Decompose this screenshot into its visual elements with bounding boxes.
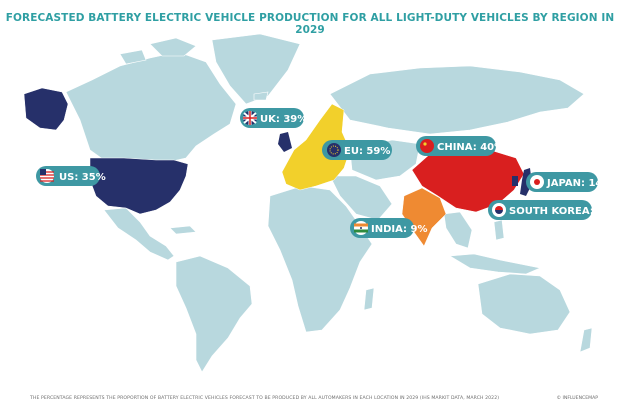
russia bbox=[329, 65, 585, 135]
label-pill bbox=[322, 140, 392, 160]
new-zealand bbox=[579, 327, 593, 353]
label-us: US: 35% bbox=[36, 166, 106, 186]
japan-flag-icon bbox=[530, 175, 544, 189]
us-mainland bbox=[89, 157, 189, 215]
southeast-asia bbox=[443, 211, 473, 249]
label-india: INDIA: 9% bbox=[350, 218, 428, 238]
cuba bbox=[169, 225, 197, 235]
africa bbox=[267, 185, 373, 333]
philippines bbox=[493, 219, 505, 241]
us-flag-icon bbox=[40, 169, 54, 183]
china-flag-icon bbox=[420, 139, 434, 153]
alaska bbox=[23, 87, 69, 131]
label-text: INDIA: 9% bbox=[371, 224, 428, 235]
uk-region bbox=[278, 132, 292, 152]
label-pill bbox=[350, 218, 414, 238]
label-text: UK: 39% bbox=[260, 114, 307, 125]
indonesia bbox=[449, 253, 542, 275]
label-pill bbox=[416, 136, 496, 156]
label-text: US: 35% bbox=[59, 172, 106, 183]
madagascar bbox=[363, 287, 375, 311]
footnote: THE PERCENTAGE REPRESENTS THE PROPORTION… bbox=[30, 396, 500, 401]
label-text: JAPAN: 14% bbox=[546, 178, 612, 189]
mexico bbox=[103, 207, 175, 261]
uk-flag-icon bbox=[243, 111, 257, 125]
label-pill bbox=[526, 172, 598, 192]
label-south-korea: SOUTH KOREA: 37% bbox=[488, 200, 620, 220]
middle-east bbox=[329, 175, 393, 221]
label-text: CHINA: 40% bbox=[437, 142, 504, 153]
map-title: FORECASTED BATTERY ELECTRIC VEHICLE PROD… bbox=[5, 12, 615, 36]
label-pill bbox=[488, 200, 592, 220]
australia bbox=[477, 273, 571, 335]
label-eu: EU: 59% bbox=[322, 140, 392, 160]
label-uk: UK: 39% bbox=[240, 108, 307, 128]
eu-flag-icon bbox=[327, 143, 341, 157]
label-china: CHINA: 40% bbox=[416, 136, 504, 156]
us-region bbox=[23, 87, 189, 215]
great-britain bbox=[278, 132, 292, 152]
credit: © INFLUENCEMAP bbox=[556, 396, 598, 401]
label-text: EU: 59% bbox=[344, 146, 390, 157]
label-japan: JAPAN: 14% bbox=[526, 172, 612, 192]
south-america bbox=[175, 255, 253, 373]
india-flag-icon bbox=[354, 221, 368, 235]
greenland bbox=[211, 33, 301, 105]
land-masses bbox=[65, 33, 593, 373]
arctic-islands bbox=[149, 37, 197, 57]
iceland bbox=[253, 91, 269, 101]
arctic-islands-2 bbox=[119, 49, 147, 65]
korean-peninsula bbox=[512, 176, 518, 186]
canada bbox=[65, 51, 237, 163]
south-korea-region bbox=[512, 176, 518, 186]
label-text: SOUTH KOREA: 37% bbox=[509, 206, 620, 217]
south-korea-flag-icon bbox=[492, 203, 506, 217]
